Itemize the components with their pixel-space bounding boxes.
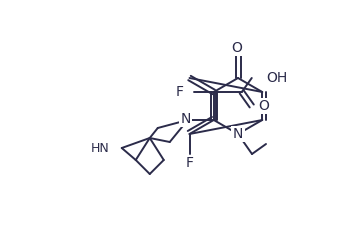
Text: HN: HN — [91, 142, 110, 154]
Text: F: F — [176, 85, 184, 99]
Text: OH: OH — [266, 71, 287, 85]
Text: N: N — [233, 127, 243, 141]
Text: O: O — [258, 99, 269, 113]
Text: N: N — [180, 112, 191, 126]
Text: O: O — [232, 41, 242, 55]
Text: F: F — [185, 156, 194, 170]
